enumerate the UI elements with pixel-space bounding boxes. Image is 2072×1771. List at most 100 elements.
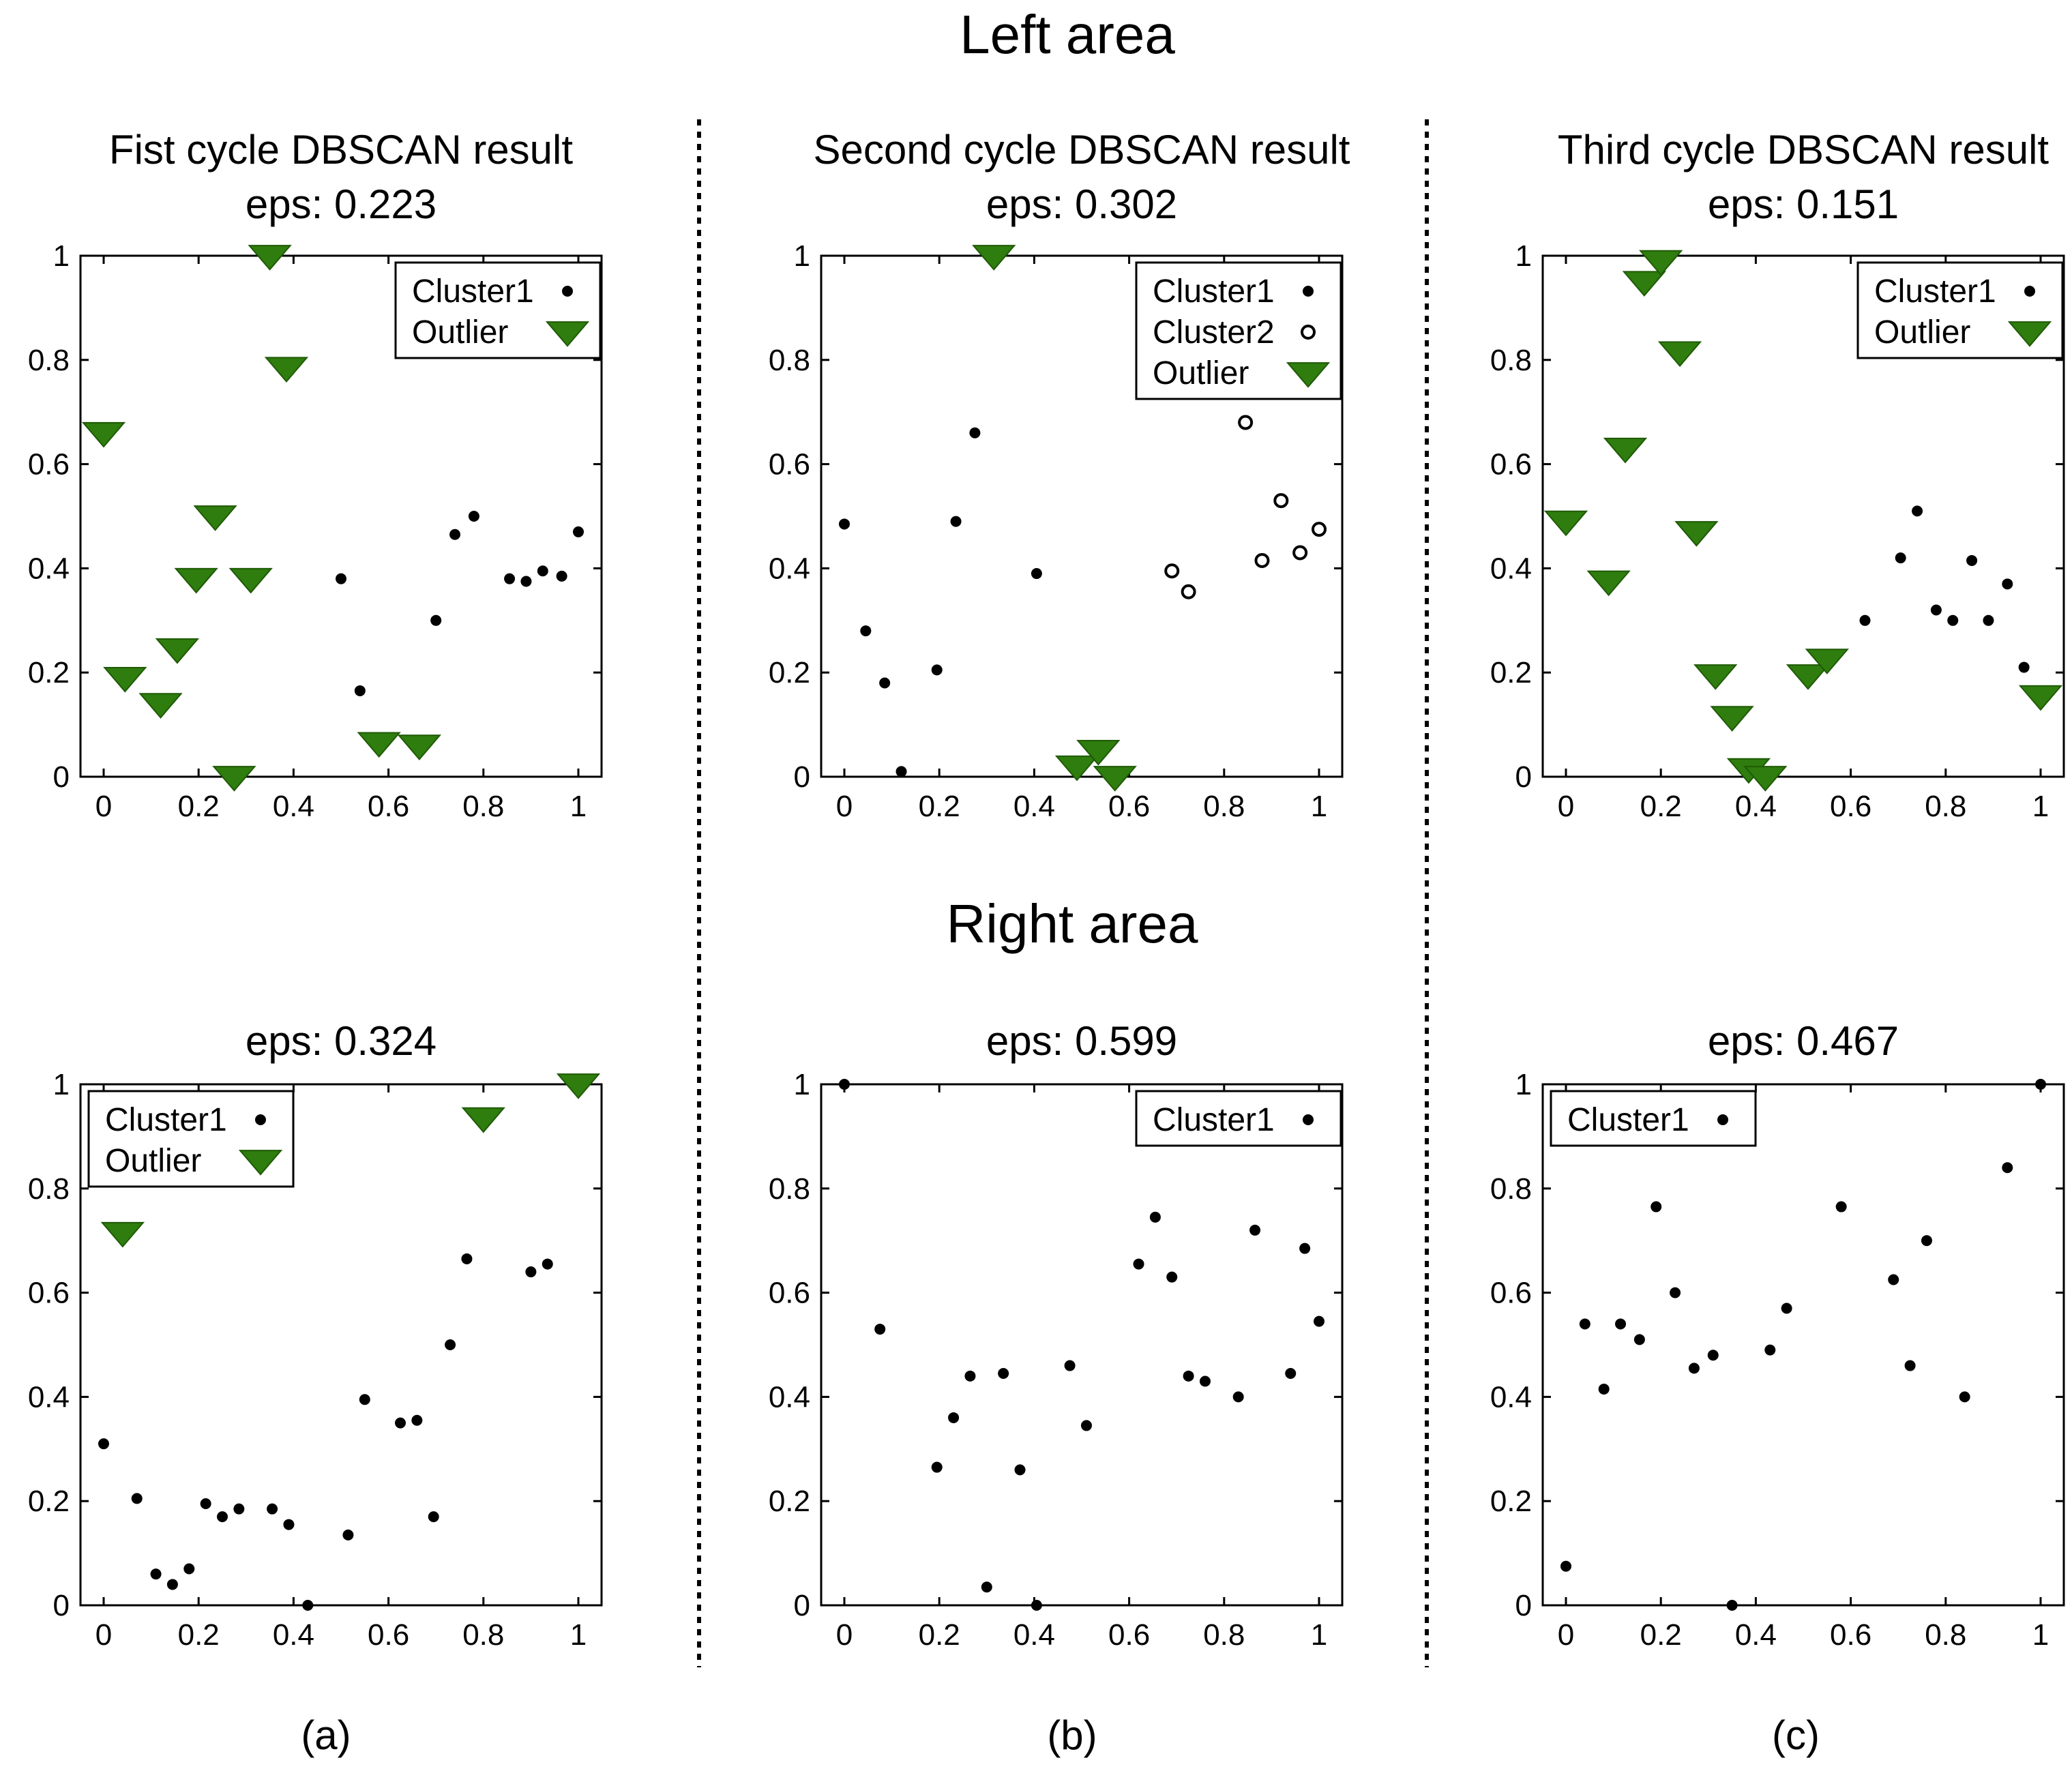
legend: Cluster1 Outlier bbox=[1856, 261, 2064, 359]
cluster1-point bbox=[1166, 1271, 1178, 1283]
outlier-point bbox=[212, 766, 256, 792]
x-tick-label: 1 bbox=[2032, 790, 2049, 823]
subfigure-label-b: (b) bbox=[1047, 1712, 1097, 1758]
x-tick-label: 0 bbox=[1558, 790, 1574, 823]
legend: Cluster1 bbox=[1550, 1090, 1757, 1147]
x-tick-label: 0 bbox=[836, 1618, 853, 1652]
y-tick-label: 0 bbox=[53, 760, 70, 794]
cluster1-point bbox=[2002, 1162, 2013, 1174]
cluster1-point bbox=[573, 526, 584, 537]
y-tick-label: 0.2 bbox=[1490, 1485, 1532, 1518]
legend-label: Outlier bbox=[1153, 355, 1249, 391]
cluster1-point bbox=[1299, 1242, 1311, 1254]
y-tick-label: 0.6 bbox=[28, 1277, 70, 1310]
y-tick-label: 0.8 bbox=[769, 1172, 810, 1206]
y-tick-label: 0.6 bbox=[28, 448, 70, 481]
outlier-point bbox=[1786, 664, 1831, 690]
y-tick-label: 0.2 bbox=[769, 1485, 810, 1518]
cluster1-point bbox=[537, 565, 548, 577]
cluster1-point bbox=[931, 664, 943, 676]
legend-label: Outlier bbox=[412, 314, 508, 351]
cluster2-point bbox=[1254, 552, 1270, 568]
plot-frame bbox=[820, 1083, 1344, 1607]
y-tick-label: 0.6 bbox=[769, 448, 810, 481]
outlier-point bbox=[1657, 341, 1702, 368]
series-cluster1 bbox=[98, 1253, 553, 1611]
x-tick-label: 0.2 bbox=[1640, 1618, 1682, 1652]
outlier-point bbox=[1639, 250, 1683, 276]
legend-marker-cluster1 bbox=[2024, 286, 2035, 297]
cluster1-point bbox=[1888, 1274, 1899, 1285]
cluster1-point bbox=[998, 1368, 1009, 1380]
outlier-point bbox=[357, 732, 401, 758]
outlier-point bbox=[248, 245, 292, 271]
y-tick-label: 0.8 bbox=[1490, 1172, 1532, 1206]
cluster1-point bbox=[1014, 1464, 1026, 1476]
panel-title-line: Third cycle DBSCAN result bbox=[1558, 127, 2049, 173]
cluster1-point bbox=[200, 1498, 211, 1510]
series-outlier bbox=[100, 1073, 601, 1248]
cluster1-point bbox=[428, 1511, 439, 1523]
x-tick-label: 0.8 bbox=[1203, 790, 1245, 823]
legend: Cluster1 Outlier bbox=[87, 1090, 295, 1188]
legend-marker-outlier bbox=[238, 1150, 283, 1176]
outlier-point bbox=[155, 638, 200, 664]
y-tick-label: 1 bbox=[794, 239, 810, 273]
cluster1-point bbox=[1921, 1235, 1932, 1247]
outlier-point bbox=[103, 666, 147, 693]
cluster1-point bbox=[1064, 1360, 1076, 1371]
cluster1-point bbox=[1149, 1211, 1161, 1223]
cluster1-point bbox=[461, 1253, 473, 1264]
outlier-point bbox=[193, 505, 237, 531]
cluster1-point bbox=[1904, 1360, 1916, 1371]
cluster1-point bbox=[1707, 1350, 1719, 1361]
cluster1-point bbox=[1633, 1334, 1645, 1345]
x-tick-label: 0.6 bbox=[1108, 790, 1150, 823]
y-tick-label: 0.8 bbox=[28, 1172, 70, 1206]
cluster1-point bbox=[1930, 604, 1942, 616]
cluster1-point bbox=[1232, 1391, 1244, 1403]
cluster1-point bbox=[468, 511, 479, 522]
legend-marker-cluster1 bbox=[1303, 286, 1314, 297]
y-tick-label: 0.4 bbox=[769, 1380, 810, 1414]
subfigure-label-a: (a) bbox=[301, 1712, 351, 1758]
y-tick-label: 0.4 bbox=[28, 552, 70, 585]
y-tick-label: 0 bbox=[1515, 760, 1532, 794]
legend-label: Cluster1 bbox=[412, 273, 534, 310]
legend-label: Cluster1 bbox=[1153, 1102, 1275, 1138]
cluster2-point bbox=[1292, 545, 1308, 561]
cluster1-point bbox=[860, 625, 872, 637]
series-cluster1 bbox=[1560, 1079, 2046, 1611]
cluster2-point bbox=[1181, 584, 1196, 599]
legend-marker-cluster1 bbox=[562, 286, 573, 297]
outlier-point bbox=[397, 734, 442, 760]
cluster1-point bbox=[1966, 554, 1978, 566]
cluster1-point bbox=[449, 529, 461, 540]
cluster1-point bbox=[896, 766, 907, 777]
x-tick-label: 0.4 bbox=[1013, 1618, 1055, 1652]
cluster1-point bbox=[217, 1511, 228, 1523]
x-tick-label: 0.4 bbox=[1013, 790, 1055, 823]
y-tick-label: 1 bbox=[53, 239, 70, 273]
series-cluster1 bbox=[1859, 505, 2030, 673]
y-tick-label: 1 bbox=[794, 1068, 810, 1101]
cluster1-point bbox=[1598, 1383, 1610, 1395]
cluster1-point bbox=[839, 518, 850, 530]
cluster1-point bbox=[302, 1600, 314, 1611]
x-tick-label: 0.8 bbox=[1925, 1618, 1966, 1652]
cluster1-point bbox=[1560, 1560, 1571, 1572]
cluster1-point bbox=[342, 1529, 354, 1541]
scatter-panel-6: eps: 0.467 00 0.2 0.2 0.4 0.4 0.6 0.6 0.8 0.8 1 1 Cl… bbox=[1490, 1018, 2065, 1652]
cluster1-point bbox=[267, 1503, 278, 1515]
cluster1-point bbox=[542, 1258, 553, 1270]
cluster1-point bbox=[131, 1493, 143, 1504]
series-cluster1 bbox=[336, 511, 584, 696]
panel-title-line: eps: 0.467 bbox=[1708, 1018, 1899, 1064]
cluster1-point bbox=[1947, 614, 1959, 626]
outlier-point bbox=[264, 357, 309, 383]
legend-label: Outlier bbox=[1874, 314, 1970, 351]
cluster1-point bbox=[1859, 614, 1871, 626]
x-tick-label: 0.8 bbox=[1925, 790, 1966, 823]
